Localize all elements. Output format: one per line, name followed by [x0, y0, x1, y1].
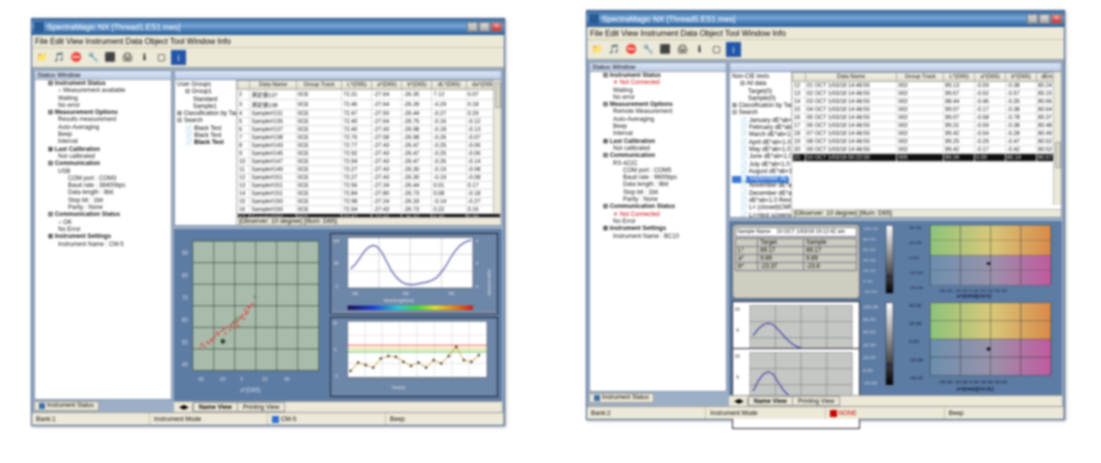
svg-text:-40.00: -40.00 [909, 376, 924, 380]
svg-text:60: 60 [182, 318, 188, 324]
svg-text:-20.00: -20.00 [909, 358, 924, 362]
svg-text:0.00: 0.00 [863, 368, 873, 374]
svg-text:60.00: 60.00 [863, 330, 876, 336]
svg-text:40.00: 40.00 [863, 258, 876, 262]
svg-text:Time(s): Time(s) [391, 384, 405, 389]
svg-text:0.00: 0.00 [909, 340, 919, 344]
svg-text:15: 15 [735, 353, 741, 358]
svg-text:5: 5 [736, 374, 739, 379]
svg-text:100.00: 100.00 [863, 304, 879, 310]
svg-text:550: 550 [403, 291, 410, 296]
svg-text:90: 90 [182, 251, 188, 257]
svg-text:40: 40 [284, 377, 290, 383]
svg-text:-20.00: -20.00 [863, 381, 877, 387]
svg-text:40.00: 40.00 [909, 303, 922, 307]
svg-text:-40.00: -40.00 [909, 286, 924, 290]
svg-text:-20.00: -20.00 [909, 271, 924, 275]
svg-text:100: 100 [333, 238, 340, 243]
svg-text:20.00: 20.00 [863, 355, 876, 361]
svg-text:20.00: 20.00 [909, 241, 922, 245]
svg-text:0.00: 0.00 [909, 256, 919, 260]
svg-text:Approximate: Approximate [487, 269, 492, 296]
svg-text:0.00: 0.00 [863, 279, 873, 283]
svg-text:400: 400 [352, 291, 359, 296]
svg-text:-20: -20 [218, 377, 225, 383]
svg-text:700: 700 [448, 291, 455, 296]
svg-text:0: 0 [240, 377, 243, 383]
svg-text:80: 80 [182, 273, 188, 279]
svg-text:15: 15 [735, 306, 741, 311]
svg-text:20: 20 [262, 377, 268, 383]
svg-text:40: 40 [182, 362, 188, 368]
svg-text:-40.00 -20.00 0.00 20.00 40: -40.00 -20.00 0.00 20.00 40.00 [938, 380, 1007, 384]
svg-text:60.00: 60.00 [863, 248, 876, 252]
svg-text:20.00: 20.00 [909, 321, 922, 325]
svg-text:20.00: 20.00 [863, 269, 876, 273]
svg-text:40.00: 40.00 [863, 343, 876, 349]
svg-text:80.00: 80.00 [863, 237, 876, 241]
svg-text:a*(D65)[SCI]: a*(D65)[SCI] [956, 294, 991, 299]
svg-text:40.00: 40.00 [909, 226, 922, 230]
svg-text:5: 5 [736, 327, 739, 332]
svg-text:15: 15 [333, 320, 338, 325]
svg-text:100.00: 100.00 [863, 227, 879, 231]
svg-text:Wavelength(nm): Wavelength(nm) [384, 298, 415, 303]
svg-text:70: 70 [182, 296, 188, 302]
svg-text:-40.00 -20.00 0.00 20.00 40: -40.00 -20.00 0.00 20.00 40.00 [938, 289, 1008, 293]
svg-text:80.00: 80.00 [863, 317, 876, 323]
svg-text:40: 40 [198, 377, 204, 383]
svg-text:50: 50 [334, 260, 339, 265]
svg-text:-20.00: -20.00 [863, 290, 878, 294]
svg-text:a*(D65)[SCE]: a*(D65)[SCE] [956, 387, 993, 392]
svg-text:50: 50 [182, 340, 188, 346]
svg-text:a*(D65): a*(D65) [240, 387, 260, 394]
